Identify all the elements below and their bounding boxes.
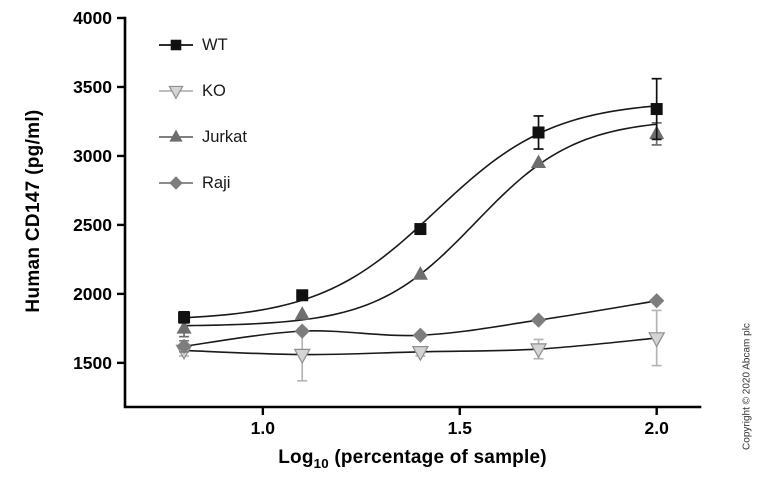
legend-label: Jurkat (202, 127, 247, 146)
data-point-marker (293, 348, 311, 365)
data-point-marker (650, 103, 663, 116)
x-axis-title-post: (percentage of sample) (328, 447, 547, 468)
data-point-marker (412, 266, 428, 280)
legend-label: KO (202, 81, 226, 100)
y-tick-label: 1500 (73, 353, 112, 373)
triangle-down-legend-icon (159, 85, 193, 100)
data-point-marker (529, 343, 548, 359)
data-point-marker (412, 327, 428, 343)
data-point-marker (530, 312, 547, 328)
legend-item-jurkat: Jurkat (157, 114, 247, 160)
legend-label: Raji (202, 173, 231, 192)
triangle-up-legend-icon (159, 129, 193, 142)
x-tick-label: 1.0 (251, 418, 276, 438)
data-point-marker (530, 154, 547, 169)
legend-item-raji: Raji (157, 160, 247, 206)
y-axis-title: Human CD147 (pg/ml) (23, 109, 44, 313)
y-tick-label: 2000 (73, 284, 112, 304)
data-point-marker (532, 126, 545, 139)
square-legend-icon (159, 39, 193, 51)
data-point-marker (294, 323, 310, 339)
data-point-marker (168, 85, 184, 100)
x-tick-label: 2.0 (645, 418, 670, 438)
data-point-marker (649, 293, 665, 309)
data-point-marker (414, 223, 427, 236)
legend: WT KO Jurkat Raji (157, 22, 247, 206)
data-point-marker (170, 39, 182, 51)
x-axis-title-sub: 10 (313, 455, 329, 471)
data-point-marker (169, 176, 183, 190)
data-point-marker (648, 332, 666, 348)
y-tick-label: 3000 (73, 146, 112, 166)
x-axis-title-pre: Log (278, 447, 314, 468)
legend-item-wt: WT (157, 22, 247, 68)
data-point-marker (176, 319, 192, 334)
axis-lines (123, 16, 702, 409)
data-point-marker (169, 129, 183, 142)
fit-curve-wt (184, 105, 657, 319)
legend-label: WT (202, 35, 228, 54)
y-tick-label: 4000 (73, 8, 112, 28)
y-tick-label: 3500 (73, 77, 112, 97)
data-point-marker (296, 289, 309, 302)
diamond-legend-icon (159, 176, 193, 190)
copyright-text: Copyright © 2020 Abcam plc (741, 323, 753, 450)
y-tick-label: 2500 (73, 215, 112, 235)
legend-item-ko: KO (157, 68, 247, 114)
x-axis-title: Log10 (percentage of sample) (125, 447, 700, 471)
x-tick-label: 1.5 (448, 418, 473, 438)
data-point-marker (294, 306, 310, 320)
data-point-marker (178, 311, 191, 324)
data-point-marker (411, 346, 429, 362)
data-point-marker (176, 338, 192, 354)
